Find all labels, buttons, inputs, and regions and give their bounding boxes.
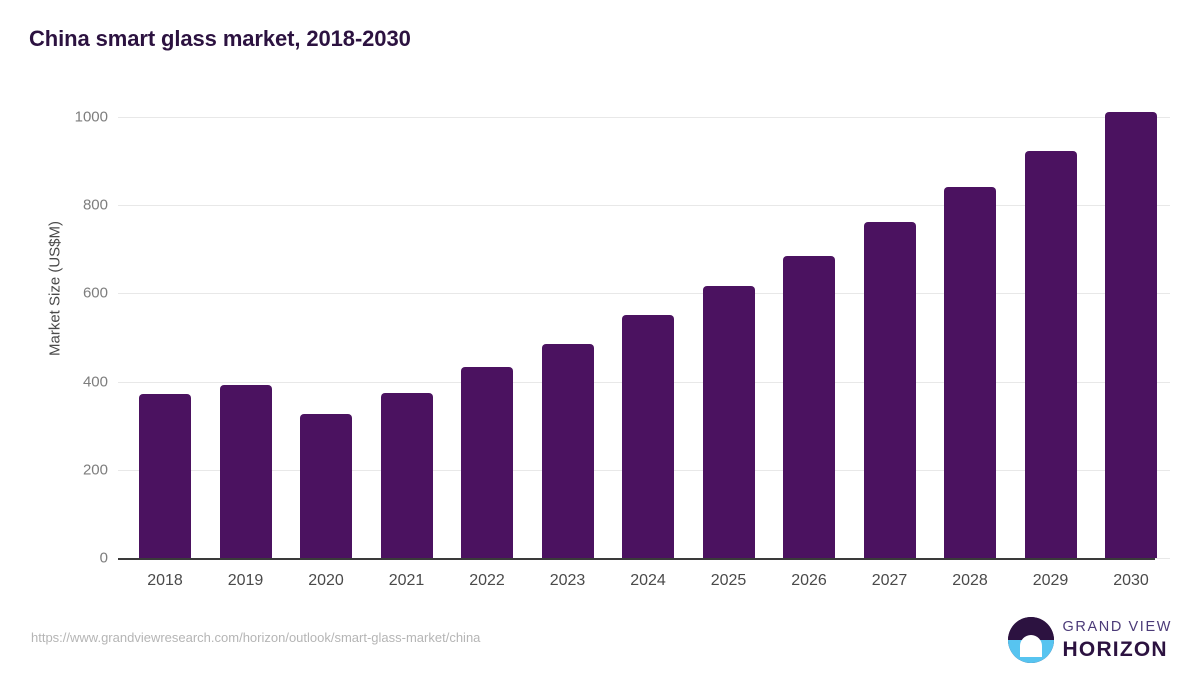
bar-2019[interactable] bbox=[219, 385, 272, 558]
x-tick-label-2020: 2020 bbox=[308, 572, 344, 589]
y-tick-label: 800 bbox=[82, 196, 108, 214]
bar-2023[interactable] bbox=[541, 343, 594, 558]
x-tick-label-2025: 2025 bbox=[710, 572, 747, 589]
x-tick-label-2028: 2028 bbox=[952, 572, 988, 589]
bar-2025[interactable] bbox=[702, 285, 755, 558]
y-tick-label: 400 bbox=[82, 373, 108, 391]
x-tick-label-2024: 2024 bbox=[630, 572, 666, 589]
y-tick-label: 0 bbox=[99, 549, 108, 567]
bar-2028[interactable] bbox=[944, 187, 996, 558]
x-tick-label-2018: 2018 bbox=[147, 572, 183, 589]
x-tick-label-2027: 2027 bbox=[871, 572, 908, 589]
bar-2022[interactable] bbox=[461, 366, 513, 558]
y-tick-label: 1000 bbox=[74, 108, 108, 126]
y-tick-label: 600 bbox=[82, 284, 108, 302]
x-tick-label-2021: 2021 bbox=[388, 572, 425, 589]
source-url[interactable]: https://www.grandviewresearch.com/horizo… bbox=[31, 630, 481, 645]
bar-2027[interactable] bbox=[863, 221, 916, 558]
logo-sky-half bbox=[1007, 617, 1054, 640]
x-tick-label-2023: 2023 bbox=[549, 572, 586, 589]
logo-line-upper bbox=[1020, 647, 1041, 651]
bar-2020[interactable] bbox=[300, 414, 352, 558]
logo-line2: HORIZON bbox=[1062, 637, 1168, 661]
logo-wordmark: GRAND VIEW HORIZON bbox=[1063, 620, 1172, 660]
grand-view-horizon-logo[interactable]: GRAND VIEW HORIZON bbox=[1007, 617, 1172, 663]
logo-sun-dome bbox=[1019, 635, 1042, 658]
horizon-sun-icon bbox=[1007, 617, 1054, 663]
y-tick-label: 200 bbox=[82, 461, 108, 479]
x-tick-label-2019: 2019 bbox=[227, 572, 264, 589]
logo-line1: GRAND VIEW bbox=[1062, 619, 1172, 636]
x-tick-label-2026: 2026 bbox=[791, 572, 827, 589]
logo-line-lower bbox=[1024, 652, 1038, 657]
bar-2018[interactable] bbox=[139, 393, 191, 558]
gridline bbox=[118, 117, 1170, 118]
bar-2029[interactable] bbox=[1024, 150, 1077, 558]
bar-2024[interactable] bbox=[622, 315, 674, 558]
x-tick-label-2022: 2022 bbox=[469, 572, 505, 589]
x-tick-label-2029: 2029 bbox=[1032, 572, 1069, 589]
bar-2021[interactable] bbox=[380, 393, 433, 558]
x-axis-line bbox=[118, 558, 1155, 560]
bar-2026[interactable] bbox=[783, 255, 835, 558]
gridline bbox=[118, 205, 1170, 207]
page-title: China smart glass market, 2018-2030 bbox=[29, 26, 411, 51]
bar-2030[interactable] bbox=[1105, 112, 1157, 558]
x-tick-label-2030: 2030 bbox=[1113, 572, 1149, 589]
gridline bbox=[118, 293, 1170, 295]
